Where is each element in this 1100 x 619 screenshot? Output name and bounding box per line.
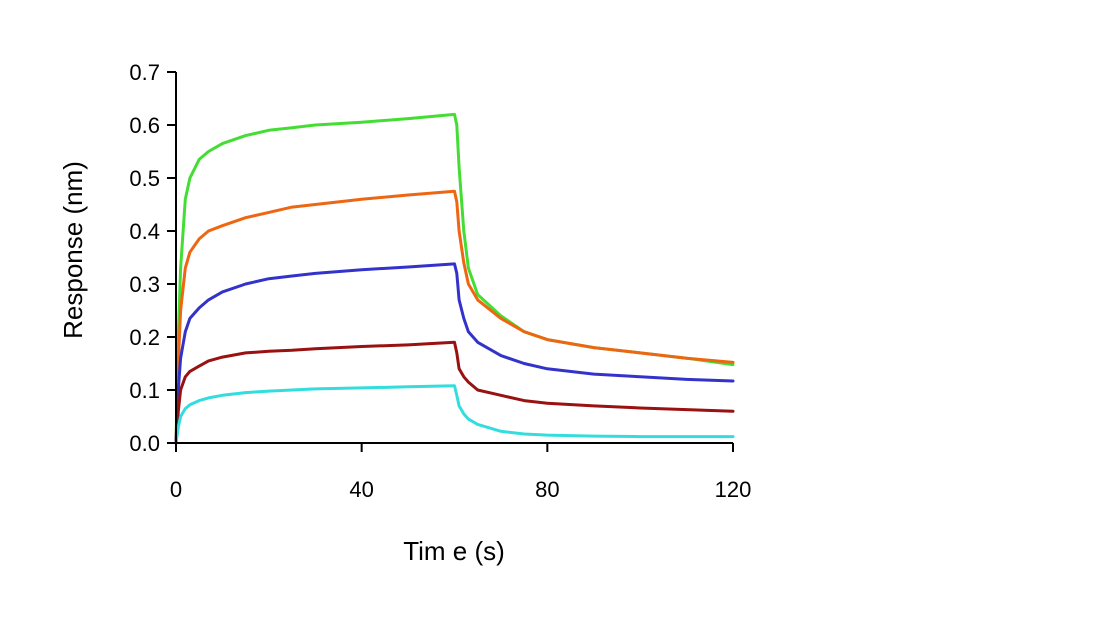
x-tick-label: 40	[349, 477, 373, 502]
series-line-4	[174, 340, 735, 445]
y-tick-label: 0.5	[129, 166, 160, 191]
series-line-3	[174, 262, 735, 445]
y-tick-label: 0.3	[129, 272, 160, 297]
ticks-layer: 0.0 0.1 0.2 0.3 0.4 0.5 0.6 0.7 0 40 80 120	[129, 60, 751, 502]
series-line-1	[174, 112, 735, 445]
y-tick-label: 0.2	[129, 325, 160, 350]
y-tick-label: 0.1	[129, 378, 160, 403]
series-layer	[174, 112, 735, 445]
y-tick-label: 0.4	[129, 219, 160, 244]
x-tick-label: 0	[170, 477, 182, 502]
series-line-5	[174, 384, 735, 445]
x-tick-label: 120	[715, 477, 752, 502]
x-axis-title: Tim e (s)	[403, 536, 505, 566]
series-line-2	[174, 189, 735, 445]
y-tick-label: 0.7	[129, 60, 160, 85]
axes-layer	[175, 72, 733, 444]
y-axis-title: Response (nm)	[58, 161, 88, 339]
y-tick-label: 0.6	[129, 113, 160, 138]
x-tick-label: 80	[535, 477, 559, 502]
y-tick-label: 0.0	[129, 431, 160, 456]
